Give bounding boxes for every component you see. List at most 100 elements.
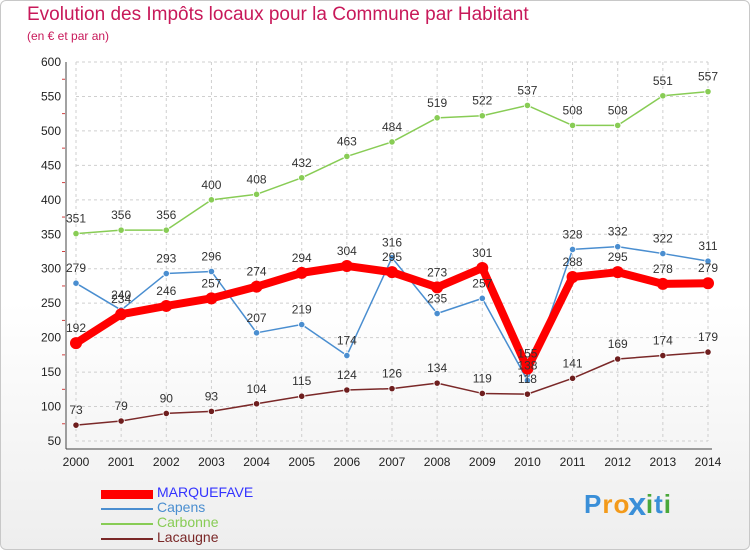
data-label-marquefave: 278 bbox=[653, 262, 673, 276]
data-label-carbonne: 356 bbox=[156, 208, 176, 222]
legend: MARQUEFAVE Capens Carbonne Lacaugne bbox=[101, 485, 401, 546]
logo-letter: i bbox=[663, 489, 672, 519]
data-label-carbonne: 484 bbox=[382, 120, 402, 134]
logo-letter: r bbox=[602, 489, 614, 519]
y-tick-label: 100 bbox=[41, 400, 61, 414]
x-tick-label: 2009 bbox=[469, 455, 496, 469]
y-tick-label: 150 bbox=[41, 365, 61, 379]
y-tick-label: 600 bbox=[41, 55, 61, 69]
data-point-carbonne bbox=[207, 196, 216, 204]
data-label-lacaugne: 115 bbox=[292, 374, 311, 388]
y-tick-label: 50 bbox=[48, 434, 62, 448]
x-tick-label: 2010 bbox=[514, 455, 541, 469]
data-label-carbonne: 432 bbox=[292, 156, 312, 170]
data-label-carbonne: 400 bbox=[201, 178, 221, 192]
data-point-carbonne bbox=[523, 101, 532, 110]
data-label-lacaugne: 104 bbox=[247, 382, 267, 396]
y-tick-label: 350 bbox=[41, 227, 61, 241]
y-tick-label: 400 bbox=[41, 193, 61, 207]
data-point-lacaugne bbox=[478, 389, 486, 398]
logo-letter: x bbox=[628, 485, 648, 523]
data-point-marquefave bbox=[160, 299, 173, 312]
data-point-carbonne bbox=[614, 121, 622, 129]
y-tick-label: 450 bbox=[41, 158, 61, 172]
data-label-marquefave: 279 bbox=[698, 261, 718, 275]
data-point-carbonne bbox=[343, 152, 351, 161]
data-point-capens bbox=[704, 257, 712, 265]
x-tick-label: 2013 bbox=[650, 455, 677, 469]
logo-letter: P bbox=[584, 489, 603, 519]
logo-letter: i bbox=[645, 489, 655, 519]
data-point-marquefave bbox=[205, 292, 218, 305]
data-point-lacaugne bbox=[568, 374, 577, 382]
data-point-carbonne bbox=[298, 174, 306, 182]
x-tick-label: 2004 bbox=[243, 455, 270, 469]
data-label-marquefave: 274 bbox=[247, 265, 267, 279]
data-point-lacaugne bbox=[343, 386, 351, 394]
data-label-lacaugne: 118 bbox=[518, 372, 537, 386]
data-label-capens: 328 bbox=[563, 227, 583, 241]
data-label-capens: 207 bbox=[247, 311, 267, 325]
data-label-capens: 235 bbox=[427, 292, 447, 306]
data-point-capens bbox=[433, 309, 441, 318]
data-label-marquefave: 273 bbox=[427, 265, 447, 279]
data-point-lacaugne bbox=[72, 421, 80, 429]
data-label-capens: 293 bbox=[156, 252, 176, 266]
proxiti-logo: Proxiti bbox=[584, 485, 672, 523]
data-label-carbonne: 519 bbox=[427, 96, 447, 110]
data-point-marquefave bbox=[611, 266, 624, 279]
data-point-capens bbox=[343, 351, 351, 360]
data-point-lacaugne bbox=[252, 400, 261, 408]
data-point-lacaugne bbox=[523, 390, 532, 398]
data-point-capens bbox=[614, 243, 622, 251]
data-label-lacaugne: 134 bbox=[427, 361, 447, 375]
chart-subtitle: (en € et par an) bbox=[27, 29, 110, 43]
data-label-carbonne: 408 bbox=[247, 172, 267, 186]
y-tick-label: 500 bbox=[41, 124, 61, 138]
data-label-carbonne: 551 bbox=[653, 74, 673, 88]
data-label-capens: 311 bbox=[698, 239, 717, 253]
data-label-capens: 316 bbox=[382, 236, 402, 250]
data-label-marquefave: 295 bbox=[608, 250, 628, 264]
legend-item: Lacaugne bbox=[101, 529, 401, 546]
x-tick-label: 2000 bbox=[63, 455, 90, 469]
data-point-lacaugne bbox=[207, 407, 216, 415]
data-label-capens: 279 bbox=[66, 261, 86, 275]
data-point-carbonne bbox=[433, 114, 441, 122]
legend-label: Lacaugne bbox=[157, 529, 219, 545]
data-point-capens bbox=[659, 249, 667, 258]
data-label-lacaugne: 90 bbox=[160, 391, 174, 405]
x-tick-label: 2005 bbox=[288, 455, 315, 469]
data-label-capens: 219 bbox=[292, 303, 312, 317]
data-label-lacaugne: 179 bbox=[698, 330, 718, 344]
data-label-carbonne: 463 bbox=[337, 134, 357, 148]
data-point-carbonne bbox=[72, 229, 80, 238]
data-point-marquefave bbox=[566, 270, 579, 283]
data-point-lacaugne bbox=[433, 379, 441, 387]
data-label-lacaugne: 141 bbox=[563, 356, 583, 370]
data-label-capens: 332 bbox=[608, 225, 628, 239]
data-label-marquefave: 295 bbox=[382, 250, 402, 264]
data-label-carbonne: 508 bbox=[608, 103, 628, 117]
data-label-lacaugne: 119 bbox=[473, 371, 492, 385]
data-point-lacaugne bbox=[298, 392, 306, 400]
logo-letter: t bbox=[654, 489, 664, 519]
data-label-carbonne: 557 bbox=[698, 70, 718, 84]
data-label-marquefave: 246 bbox=[156, 284, 176, 298]
data-point-lacaugne bbox=[659, 351, 667, 360]
data-point-capens bbox=[298, 320, 306, 329]
data-point-capens bbox=[162, 269, 170, 278]
data-label-lacaugne: 73 bbox=[69, 403, 83, 417]
data-label-lacaugne: 79 bbox=[114, 399, 128, 413]
data-point-carbonne bbox=[162, 226, 170, 234]
data-label-capens: 240 bbox=[111, 288, 131, 302]
legend-label: Capens bbox=[157, 499, 206, 515]
data-point-carbonne bbox=[388, 138, 396, 146]
legend-swatch bbox=[101, 523, 153, 525]
legend-swatch bbox=[101, 508, 153, 510]
data-point-marquefave bbox=[295, 266, 308, 279]
data-label-carbonne: 537 bbox=[517, 83, 537, 97]
data-label-marquefave: 304 bbox=[337, 244, 357, 258]
data-label-marquefave: 288 bbox=[563, 255, 583, 269]
